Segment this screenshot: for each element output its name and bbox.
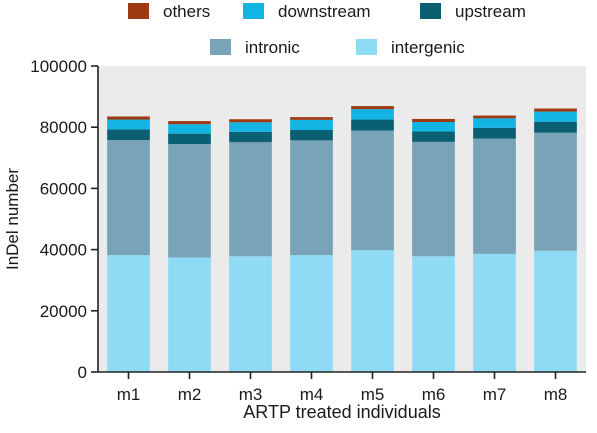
bar-segment-others-m4 [290, 117, 333, 120]
bar-segment-intergenic-m1 [107, 255, 150, 372]
bar-segment-intronic-m8 [534, 132, 577, 251]
legend-swatch-upstream [420, 3, 441, 19]
y-tick-label: 0 [78, 363, 87, 382]
bar-segment-upstream-m8 [534, 121, 577, 133]
bar-segment-others-m1 [107, 116, 150, 120]
bar-segment-downstream-m1 [107, 119, 150, 130]
legend: others downstream upstream intronic intergen… [128, 2, 526, 57]
bar-segment-others-m5 [351, 106, 394, 110]
bar-segment-downstream-m6 [412, 121, 455, 132]
x-tick-label: m5 [361, 385, 385, 404]
legend-label-downstream: downstream [278, 2, 371, 21]
bar-segment-intronic-m1 [107, 140, 150, 256]
bar-segment-upstream-m6 [412, 131, 455, 142]
x-axis-label: ARTP treated individuals [243, 402, 440, 422]
bar-segment-intronic-m6 [412, 141, 455, 257]
bar-segment-upstream-m1 [107, 129, 150, 141]
x-tick-label: m6 [422, 385, 446, 404]
bar-segment-intergenic-m8 [534, 250, 577, 372]
x-tick-label: m4 [300, 385, 324, 404]
legend-swatch-intergenic [356, 39, 377, 55]
legend-label-intergenic: intergenic [391, 38, 465, 57]
bar-segment-others-m6 [412, 118, 455, 122]
bar-segment-upstream-m7 [473, 127, 516, 139]
x-tick-label: m7 [483, 385, 507, 404]
legend-swatch-intronic [210, 39, 231, 55]
bar-segment-downstream-m7 [473, 118, 516, 128]
bar-segment-intergenic-m5 [351, 250, 394, 372]
bar-segment-intergenic-m2 [168, 257, 211, 372]
bar-segment-downstream-m8 [534, 111, 577, 122]
x-tick-label: m1 [117, 385, 141, 404]
bar-segment-intronic-m7 [473, 138, 516, 254]
bar-segment-intronic-m3 [229, 142, 272, 257]
bar-segment-intronic-m4 [290, 140, 333, 256]
y-tick-label: 80000 [40, 118, 87, 137]
bar-segment-others-m8 [534, 108, 577, 112]
legend-label-others: others [163, 2, 210, 21]
bar-segment-upstream-m2 [168, 133, 211, 145]
bar-segment-downstream-m4 [290, 119, 333, 130]
bar-segment-intronic-m2 [168, 144, 211, 258]
bar-segment-upstream-m3 [229, 131, 272, 143]
legend-swatch-others [128, 3, 149, 19]
bar-segment-intergenic-m6 [412, 256, 455, 372]
y-tick-label: 100000 [30, 57, 87, 76]
y-axis: 0 20000 40000 60000 80000 100000 [30, 57, 99, 382]
bar-segment-intergenic-m3 [229, 256, 272, 372]
x-axis: m1 m2 m3 m4 m5 m6 m7 m8 [98, 371, 586, 404]
bar-segment-others-m3 [229, 119, 272, 123]
legend-swatch-downstream [243, 3, 264, 19]
bar-segment-intergenic-m7 [473, 253, 516, 372]
y-tick-label: 20000 [40, 302, 87, 321]
y-tick-label: 40000 [40, 241, 87, 260]
bar-segment-upstream-m4 [290, 129, 333, 141]
bars-group [107, 106, 577, 372]
x-tick-label: m8 [544, 385, 568, 404]
x-tick-label: m2 [178, 385, 202, 404]
bar-segment-downstream-m2 [168, 124, 211, 134]
bar-segment-upstream-m5 [351, 119, 394, 131]
bar-segment-intergenic-m4 [290, 255, 333, 372]
y-tick-label: 60000 [40, 179, 87, 198]
bar-segment-others-m2 [168, 121, 211, 125]
bar-segment-downstream-m3 [229, 122, 272, 132]
legend-label-intronic: intronic [245, 38, 300, 57]
legend-label-upstream: upstream [455, 2, 526, 21]
bar-segment-intronic-m5 [351, 130, 394, 251]
x-tick-label: m3 [239, 385, 263, 404]
bar-segment-others-m7 [473, 115, 516, 119]
y-axis-label: InDel number [3, 168, 22, 270]
bar-segment-downstream-m5 [351, 109, 394, 120]
